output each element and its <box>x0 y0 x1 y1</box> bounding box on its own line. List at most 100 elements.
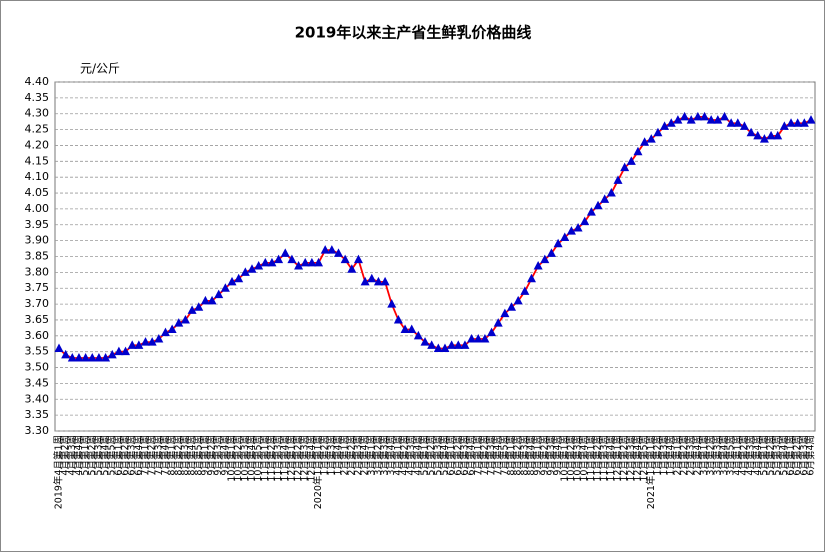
x-tick-label: 4月第1周 <box>731 435 743 476</box>
marker <box>453 340 463 349</box>
marker <box>613 175 623 184</box>
marker <box>606 188 616 197</box>
marker <box>287 254 297 264</box>
x-tick-label: 1月第3周 <box>658 435 670 476</box>
x-tick-label: 3月第4周 <box>718 435 730 476</box>
marker <box>660 121 670 130</box>
marker <box>726 118 736 127</box>
x-tick-label: 5月第3周 <box>92 435 104 476</box>
x-tick-label: 3月第2周 <box>705 435 717 476</box>
x-tick-label: 4月第1周 <box>392 435 404 476</box>
x-tick-label: 5月第4周 <box>438 435 450 476</box>
y-tick-label: 4.05 <box>25 186 50 199</box>
x-tick-label: 7月第2周 <box>478 435 490 476</box>
marker <box>493 318 503 327</box>
y-tick-label: 3.70 <box>25 297 50 310</box>
x-tick-label: 11月第4周 <box>279 435 291 482</box>
x-tick-label: 8月第2周 <box>512 435 524 476</box>
marker <box>320 245 330 254</box>
x-tick-label: 11月第3周 <box>272 435 284 482</box>
marker <box>240 267 250 276</box>
x-tick-label: 10月第1周 <box>558 435 570 482</box>
x-tick-label: 4月第3周 <box>66 435 78 476</box>
y-tick-label: 4.10 <box>25 170 50 183</box>
x-tick-label: 6月第4周 <box>805 435 817 476</box>
x-tick-label: 10月第3周 <box>239 435 251 482</box>
marker <box>480 333 490 343</box>
marker <box>580 216 590 226</box>
x-tick-label: 4月第4周 <box>751 435 763 476</box>
marker <box>387 299 397 308</box>
x-tick-label: 5月第2周 <box>425 435 437 476</box>
x-tick-label: 2020年1月第1周 <box>312 435 324 509</box>
marker <box>686 115 696 124</box>
x-tick-label: 6月第1周 <box>112 435 124 476</box>
marker <box>653 127 663 137</box>
marker <box>553 238 563 248</box>
x-tick-label: 8月第2周 <box>172 435 184 476</box>
x-tick-label: 6月第3周 <box>458 435 470 476</box>
x-tick-label: 5月第4周 <box>99 435 111 476</box>
x-tick-label: 7月第1周 <box>139 435 151 476</box>
marker <box>799 118 809 127</box>
marker <box>706 115 716 124</box>
x-tick-label: 8月第1周 <box>505 435 517 476</box>
marker <box>180 314 190 324</box>
marker <box>81 353 91 362</box>
marker <box>134 340 144 349</box>
x-tick-label: 2月第3周 <box>352 435 364 476</box>
marker <box>314 257 324 267</box>
x-tick-label: 10月第1周 <box>226 435 238 482</box>
x-tick-label: 4月第3周 <box>405 435 417 476</box>
x-tick-label: 5月第4周 <box>778 435 790 476</box>
marker <box>566 226 576 235</box>
x-tick-label: 2019年4月第1周 <box>53 435 65 509</box>
x-tick-label: 10月第4周 <box>578 435 590 482</box>
marker <box>380 276 390 286</box>
marker <box>141 337 151 346</box>
marker <box>220 283 230 292</box>
marker <box>646 134 656 143</box>
x-tick-label: 2月第1周 <box>671 435 683 476</box>
x-tick-label: 3月第3周 <box>379 435 391 476</box>
x-tick-label: 10月第5周 <box>252 435 264 482</box>
x-tick-label: 9月第4周 <box>219 435 231 476</box>
x-tick-label: 12月第1周 <box>612 435 624 482</box>
x-tick-label: 5月第2周 <box>765 435 777 476</box>
x-tick-label: 12月第4周 <box>631 435 643 482</box>
marker <box>473 333 483 343</box>
x-tick-label: 5月第5周 <box>106 435 118 476</box>
x-tick-label: 1月第2周 <box>319 435 331 476</box>
x-tick-label: 2月第4周 <box>691 435 703 476</box>
x-tick-label: 11月第1周 <box>259 435 271 482</box>
x-tick-label: 7月第2周 <box>146 435 158 476</box>
marker <box>373 276 383 286</box>
marker <box>74 353 84 362</box>
marker <box>460 340 470 349</box>
x-tick-label: 7月第5周 <box>498 435 510 476</box>
y-tick-label: 3.75 <box>25 281 50 294</box>
marker <box>334 248 344 257</box>
marker <box>440 343 450 353</box>
marker <box>633 146 643 156</box>
y-tick-label: 3.35 <box>25 408 50 421</box>
marker <box>267 257 277 267</box>
x-tick-label: 4月第3周 <box>745 435 757 476</box>
x-tick-label: 9月第4周 <box>552 435 564 476</box>
marker <box>773 130 783 140</box>
marker <box>214 289 224 299</box>
marker <box>626 156 636 165</box>
x-tick-label: 12月第3周 <box>625 435 637 482</box>
marker <box>526 273 536 283</box>
marker <box>367 273 377 283</box>
marker <box>87 353 97 362</box>
x-tick-label: 5月第2周 <box>86 435 98 476</box>
x-tick-label: 5月第3周 <box>771 435 783 476</box>
x-tick-label: 6月第2周 <box>119 435 131 476</box>
y-tick-label: 4.30 <box>25 107 50 120</box>
marker <box>700 111 710 121</box>
marker <box>507 302 517 311</box>
x-tick-label: 7月第3周 <box>485 435 497 476</box>
marker <box>187 305 197 314</box>
